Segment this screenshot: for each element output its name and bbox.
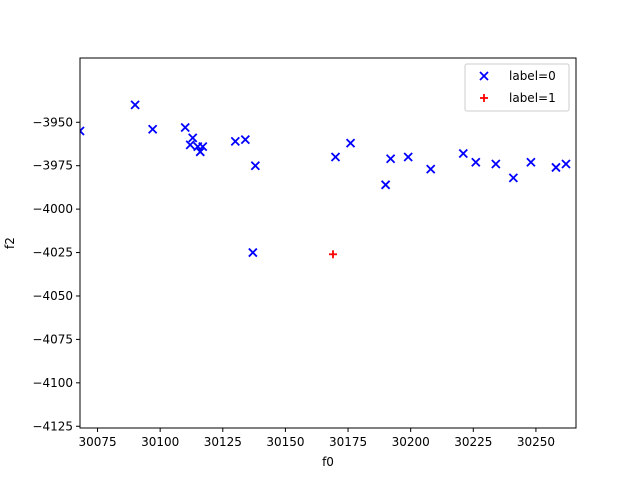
legend-x-marker — [479, 71, 489, 81]
plot-marks — [80, 100, 571, 259]
y-tick-label: −3975 — [32, 159, 73, 173]
data-point-label-0 — [188, 133, 198, 143]
y-axis-ticks: −3950 −3975 −4000 −4025 −4050 −4075 −4100 −4125 — [32, 115, 80, 433]
data-point-label-0 — [426, 164, 436, 174]
data-point-label-0 — [345, 138, 356, 148]
x-tick-label: 30075 — [78, 435, 116, 449]
x-axis-label: f0 — [322, 455, 334, 469]
x-tick-label: 30175 — [329, 435, 367, 449]
data-point-label-0 — [551, 162, 561, 173]
y-tick-label: −3950 — [32, 115, 73, 129]
data-point-label-0 — [80, 126, 85, 136]
data-point-label-0 — [180, 122, 190, 133]
legend-marker-label-1 — [480, 94, 488, 102]
data-point-label-0 — [130, 100, 140, 110]
data-point-label-0 — [561, 159, 571, 169]
y-tick-label: −4050 — [32, 289, 73, 303]
y-tick-label: −4025 — [32, 246, 73, 260]
legend-marker-label-0 — [479, 71, 489, 81]
x-tick-label: 30200 — [392, 435, 430, 449]
data-point-label-0 — [185, 140, 195, 150]
y-axis-label: f2 — [3, 237, 17, 249]
data-point-label-0 — [240, 135, 250, 145]
data-point-label-0 — [380, 180, 391, 190]
legend-entry-label-0: label=0 — [509, 69, 556, 83]
data-point-label-0 — [195, 147, 205, 157]
data-point-label-0 — [198, 141, 208, 152]
y-tick-label: −4100 — [32, 376, 73, 390]
legend: label=0 label=1 — [464, 63, 570, 112]
data-point-label-0 — [458, 148, 468, 159]
data-point-label-0 — [508, 173, 519, 183]
legend-box — [464, 63, 570, 112]
x-tick-label: 30125 — [204, 435, 242, 449]
plot-frame — [79, 57, 577, 429]
data-point-label-0 — [491, 159, 501, 169]
data-point-label-0 — [403, 152, 413, 162]
data-point-label-0 — [148, 124, 158, 134]
x-tick-label: 30150 — [266, 435, 304, 449]
data-point-label-0 — [230, 136, 240, 147]
x-tick-label: 30225 — [454, 435, 492, 449]
legend-entry-label-1: label=1 — [509, 91, 556, 105]
y-tick-label: −4125 — [32, 419, 73, 433]
data-point-label-0 — [526, 157, 536, 167]
data-point-label-0 — [471, 157, 481, 167]
data-point-label-0 — [385, 154, 396, 164]
data-point-label-0 — [330, 152, 341, 162]
x-axis-ticks: 30075 30100 30125 30150 30175 30200 30225 30250 — [78, 428, 555, 449]
y-tick-label: −4000 — [32, 202, 73, 216]
data-point-label-0 — [250, 161, 260, 171]
data-point-label-1 — [329, 250, 338, 259]
y-tick-label: −4075 — [32, 332, 73, 346]
x-tick-label: 30100 — [141, 435, 179, 449]
legend-plus-marker — [480, 94, 488, 102]
x-tick-label: 30250 — [517, 435, 555, 449]
data-point-label-0 — [248, 247, 258, 258]
